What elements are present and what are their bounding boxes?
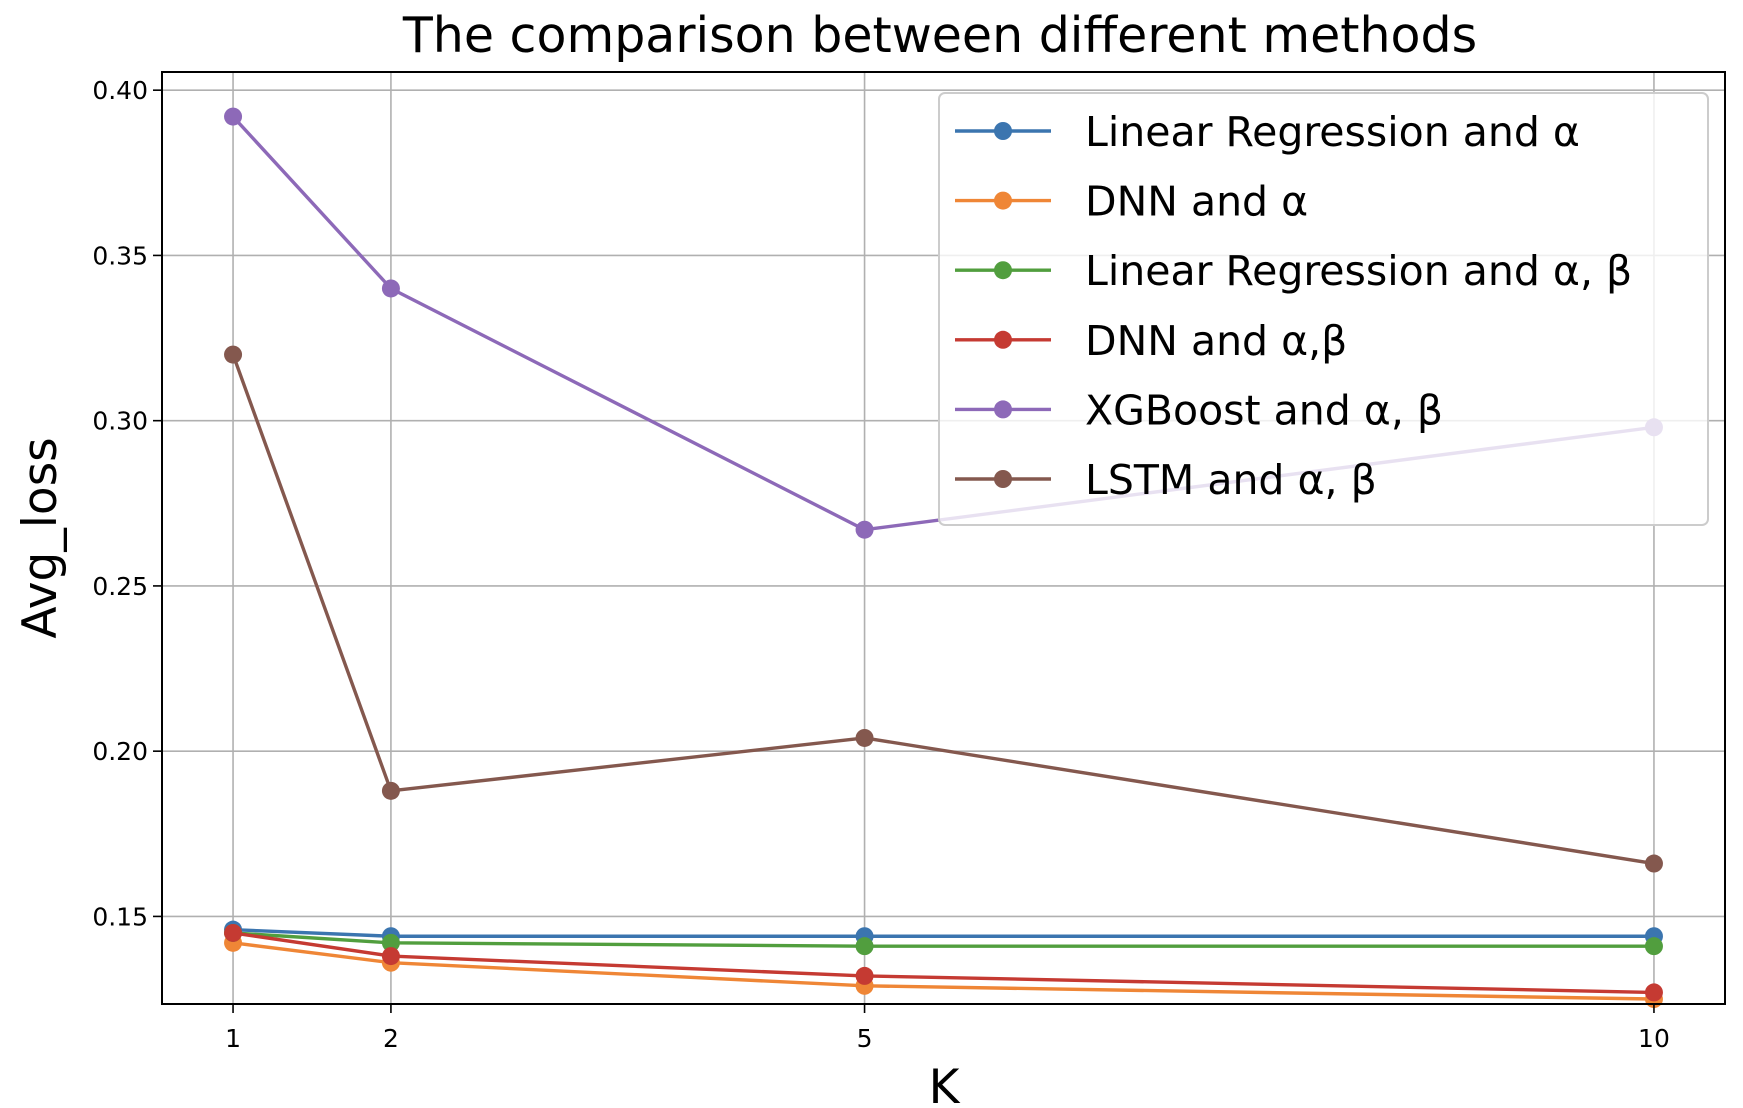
data-point xyxy=(381,781,400,800)
x-axis: 1 2 5 10 xyxy=(225,1004,1670,1053)
series-4 xyxy=(224,923,1663,1002)
legend-item: DNN and α,β xyxy=(955,317,1347,365)
series-group xyxy=(224,107,1663,1009)
legend-box xyxy=(938,92,1709,526)
data-point xyxy=(1644,983,1663,1002)
series-line xyxy=(232,941,1654,1001)
legend-item: Linear Regression and α xyxy=(955,108,1580,156)
legend-label: Linear Regression and α, β xyxy=(1085,247,1632,295)
legend-label: Linear Regression and α xyxy=(1085,108,1580,156)
legend-label: LSTM and α, β xyxy=(1085,456,1377,504)
legend-item: DNN and α xyxy=(955,178,1308,226)
legend-marker xyxy=(994,122,1012,140)
y-tick-label: 0.25 xyxy=(92,572,148,601)
data-point xyxy=(224,107,243,126)
y-axis-label: Avg_loss xyxy=(13,437,68,638)
series-line xyxy=(232,931,1654,995)
legend-label: XGBoost and α, β xyxy=(1085,386,1443,434)
legend-marker xyxy=(994,261,1012,280)
legend: Linear Regression and α DNN and α Linear R… xyxy=(938,92,1709,526)
legend-item: LSTM and α, β xyxy=(955,456,1377,504)
data-point xyxy=(855,966,874,985)
data-point xyxy=(1644,854,1663,873)
plot-frame xyxy=(161,71,1726,1005)
series-line xyxy=(232,927,1654,938)
data-point xyxy=(224,923,243,942)
data-point xyxy=(224,345,243,364)
x-axis-label: K xyxy=(929,1060,961,1108)
y-tick-label: 0.20 xyxy=(92,737,148,766)
y-tick-label: 0.40 xyxy=(92,76,148,105)
y-tick-label: 0.30 xyxy=(92,407,148,436)
legend-marker xyxy=(994,470,1012,488)
legend-marker xyxy=(994,330,1012,349)
x-tick-label: 10 xyxy=(1638,1024,1670,1053)
chart-title: The comparison between different methods xyxy=(402,7,1477,64)
data-point xyxy=(381,279,400,298)
data-point xyxy=(381,933,400,952)
legend-label: DNN and α xyxy=(1085,178,1308,226)
data-point xyxy=(855,937,874,956)
legend-item: Linear Regression and α, β xyxy=(955,247,1632,295)
series-6 xyxy=(224,345,1663,873)
y-tick-label: 0.35 xyxy=(92,241,148,270)
data-point xyxy=(381,947,400,966)
x-tick-label: 5 xyxy=(857,1024,873,1053)
series-line xyxy=(231,353,1655,866)
data-point xyxy=(855,728,874,747)
x-tick-label: 2 xyxy=(383,1024,399,1053)
x-tick-label: 1 xyxy=(225,1024,241,1053)
legend-marker xyxy=(994,400,1012,419)
legend-label: DNN and α,β xyxy=(1085,317,1347,365)
legend-marker xyxy=(994,191,1012,210)
data-point xyxy=(855,520,874,539)
legend-item: XGBoost and α, β xyxy=(955,386,1443,434)
series-3 xyxy=(224,923,1663,956)
data-point xyxy=(1644,937,1663,956)
y-tick-label: 0.15 xyxy=(92,902,148,931)
y-axis: 0.15 0.20 0.25 0.30 0.35 0.40 xyxy=(92,76,162,931)
series-line xyxy=(232,931,1654,948)
